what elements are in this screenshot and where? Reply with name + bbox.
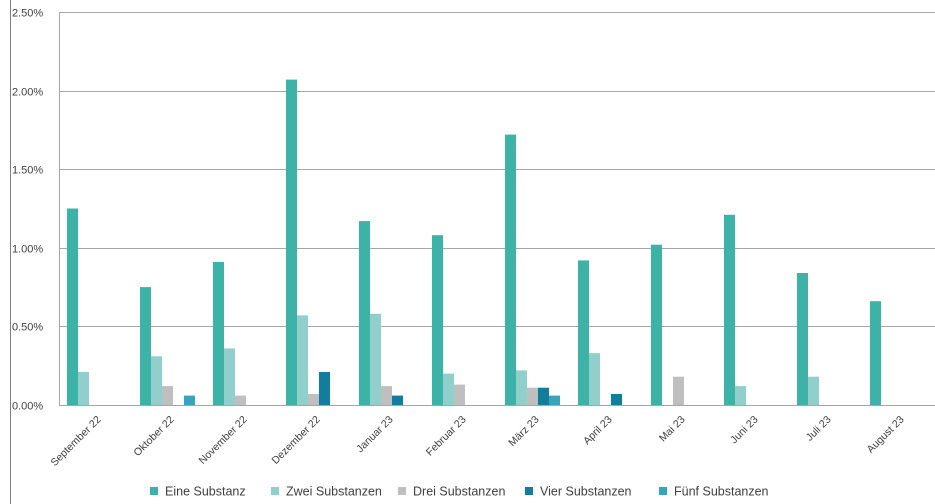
- legend-item: Zwei Substanzen: [271, 485, 382, 499]
- x-tick-label: September 22: [48, 414, 103, 469]
- legend-label: Eine Substanz: [165, 485, 246, 499]
- legend-swatch: [150, 487, 158, 495]
- legend-item: Vier Substanzen: [525, 485, 632, 499]
- bar: [443, 373, 454, 405]
- y-tick-label: 0.50%: [12, 322, 43, 334]
- bar: [611, 394, 622, 405]
- bar: [184, 395, 195, 405]
- bar: [319, 372, 330, 405]
- bar: [432, 235, 443, 405]
- bar: [235, 395, 246, 405]
- bar: [549, 395, 560, 405]
- legend-item: Fünf Substanzen: [659, 485, 769, 499]
- y-axis-tick-labels: 0.00% 0.50% 1.00% 1.50% 2.00% 2.50%: [12, 8, 43, 413]
- y-tick-label: 0.00%: [12, 401, 43, 413]
- x-tick-label: Januar 23: [354, 414, 396, 456]
- bar: [224, 348, 235, 405]
- bar: [735, 386, 746, 405]
- bar: [67, 208, 78, 405]
- legend-label: Vier Substanzen: [540, 485, 632, 499]
- legend-swatch: [659, 487, 667, 495]
- bar: [381, 386, 392, 405]
- bar: [162, 386, 173, 405]
- y-tick-label: 1.00%: [12, 244, 43, 256]
- x-axis-category-labels: September 22 Oktober 22 November 22 Dezembe…: [48, 414, 906, 469]
- x-tick-label: Dezember 22: [270, 414, 323, 467]
- x-tick-label: März 23: [506, 414, 541, 449]
- x-tick-label: August 23: [865, 414, 907, 456]
- y-tick-label: 2.00%: [12, 87, 43, 99]
- legend-swatch: [271, 487, 279, 495]
- chart-frame: [10, 0, 60, 504]
- bar: [78, 372, 89, 405]
- bar: [673, 376, 684, 405]
- bar: [359, 221, 370, 405]
- bar: [651, 244, 662, 405]
- bar: [297, 315, 308, 405]
- legend-label: Zwei Substanzen: [286, 485, 382, 499]
- legend: Eine Substanz Zwei Substanzen Drei Substan…: [150, 485, 769, 499]
- bar: [286, 79, 297, 405]
- bar: [454, 384, 465, 405]
- bar: [392, 395, 403, 405]
- legend-item: Eine Substanz: [150, 485, 246, 499]
- y-tick-label: 2.50%: [12, 8, 43, 20]
- legend-label: Fünf Substanzen: [674, 485, 769, 499]
- bar: [505, 134, 516, 405]
- x-tick-label: Februar 23: [424, 414, 469, 459]
- bar: [370, 313, 381, 405]
- x-tick-label: April 23: [581, 414, 615, 448]
- x-tick-label: November 22: [197, 414, 250, 467]
- bar: [870, 301, 881, 405]
- bar: [589, 353, 600, 405]
- bar: [808, 376, 819, 405]
- bar: [797, 273, 808, 405]
- bar: [151, 356, 162, 405]
- x-tick-label: Juli 23: [804, 414, 834, 444]
- y-tick-label: 1.50%: [12, 165, 43, 177]
- x-tick-label: Oktober 22: [131, 414, 176, 459]
- legend-swatch: [525, 487, 533, 495]
- legend-item: Drei Substanzen: [398, 485, 505, 499]
- gridlines: [59, 12, 935, 406]
- x-tick-label: Mai 23: [657, 414, 688, 445]
- bar: [538, 387, 549, 405]
- legend-label: Drei Substanzen: [413, 485, 505, 499]
- x-tick-label: Juni 23: [728, 414, 761, 447]
- bar: [516, 370, 527, 405]
- bars: [67, 79, 881, 405]
- bar: [308, 394, 319, 405]
- bar: [140, 287, 151, 405]
- bar: [527, 387, 538, 405]
- legend-swatch: [398, 487, 406, 495]
- bar: [578, 260, 589, 405]
- bar: [213, 261, 224, 405]
- bar: [724, 214, 735, 405]
